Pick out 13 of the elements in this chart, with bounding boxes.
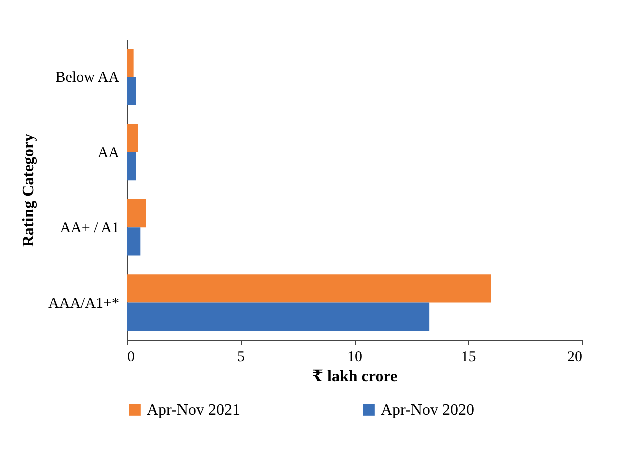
legend-label: Apr-Nov 2021 — [147, 402, 240, 419]
y-tick-label: Below AA — [56, 70, 120, 86]
y-axis-title: Rating Category — [20, 134, 38, 248]
y-tick-label: AA+ / A1 — [60, 220, 120, 237]
x-tick-label: 5 — [238, 350, 245, 366]
x-tick-label: 10 — [348, 350, 362, 366]
x-tick-label: 0 — [128, 350, 135, 366]
x-axis-title: ₹ lakh crore — [312, 368, 398, 386]
legend-label: Apr-Nov 2020 — [381, 402, 474, 419]
x-tick-label: 15 — [461, 350, 476, 366]
x-tick-label: 20 — [568, 350, 582, 366]
y-tick-label: AA — [98, 145, 120, 162]
y-tick-label: AAA/A1+* — [48, 296, 120, 312]
